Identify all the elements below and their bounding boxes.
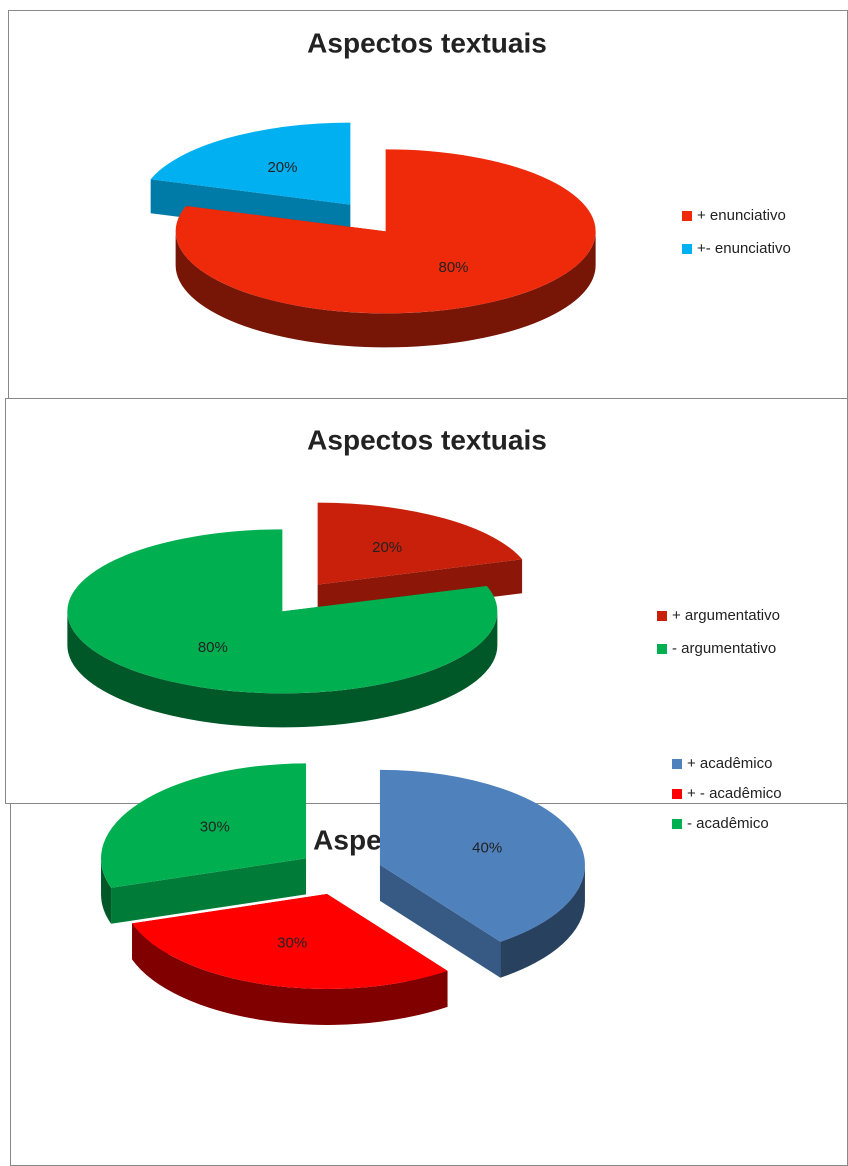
chart-title: Aspectos textuais [307, 27, 547, 58]
data-label: 20% [372, 539, 402, 556]
slice-wall [101, 858, 112, 924]
legend-label: + - acadêmico [687, 785, 782, 802]
legend-swatch [657, 644, 667, 654]
legend-swatch [672, 789, 682, 799]
legend-label: + enunciativo [697, 207, 786, 224]
slice-wall [132, 923, 448, 1025]
legend-swatch [657, 611, 667, 621]
legend-swatch [672, 819, 682, 829]
legend-label: - acadêmico [687, 815, 769, 832]
legend-label: - argumentativo [672, 640, 776, 657]
legend-label: + acadêmico [687, 755, 772, 772]
data-label: 40% [472, 840, 502, 857]
legend-swatch [672, 759, 682, 769]
data-label: 20% [267, 159, 297, 176]
slice-wall [500, 864, 585, 978]
data-label: 30% [200, 819, 230, 836]
pie-slice [317, 502, 523, 585]
slice-wall [175, 231, 596, 348]
pie-slice [101, 763, 307, 888]
pie-slice [379, 769, 585, 942]
slice-wall [67, 611, 498, 728]
pie-slice [150, 122, 351, 205]
slice-side [379, 864, 501, 978]
legend-label: +- enunciativo [697, 240, 791, 257]
pie-slice [175, 149, 596, 314]
legend-swatch [682, 244, 692, 254]
legend-label: + argumentativo [672, 607, 780, 624]
data-label: 30% [277, 935, 307, 952]
legend-swatch [682, 211, 692, 221]
pie-slice [67, 529, 498, 694]
data-label: 80% [439, 259, 469, 276]
data-label: 80% [198, 639, 228, 656]
chart-title: Aspectos textuais [307, 424, 547, 455]
pie-slice [132, 893, 448, 989]
slice-side [111, 858, 307, 924]
